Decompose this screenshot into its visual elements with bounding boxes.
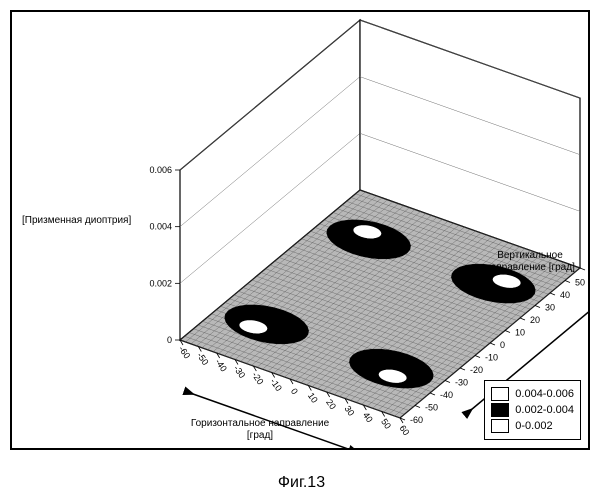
svg-text:10: 10 <box>306 391 320 405</box>
svg-text:10: 10 <box>515 328 525 338</box>
svg-text:-60: -60 <box>177 344 193 360</box>
svg-text:-20: -20 <box>470 365 483 375</box>
svg-text:20: 20 <box>324 397 338 411</box>
y-axis-label-text: Вертикальное направление [град] <box>485 250 575 273</box>
svg-text:50: 50 <box>379 417 393 431</box>
svg-text:40: 40 <box>560 290 570 300</box>
y-axis-label: Вертикальное направление [град] <box>480 250 580 274</box>
svg-text:0: 0 <box>500 340 505 350</box>
x-axis-label: Горизонтальное направление [град] <box>190 418 330 442</box>
svg-text:30: 30 <box>342 404 356 418</box>
svg-text:0: 0 <box>289 386 300 396</box>
svg-text:0.002: 0.002 <box>149 278 172 288</box>
svg-text:-30: -30 <box>232 364 248 380</box>
svg-text:-30: -30 <box>455 378 468 388</box>
legend-item: 0.002-0.004 <box>491 403 574 417</box>
legend-item: 0-0.002 <box>491 419 574 433</box>
legend-item: 0.004-0.006 <box>491 387 574 401</box>
figure-caption: Фиг.13 <box>0 474 603 492</box>
svg-text:-50: -50 <box>425 403 438 413</box>
legend-label: 0.004-0.006 <box>515 388 574 400</box>
svg-text:0.006: 0.006 <box>149 165 172 175</box>
legend-label: 0.002-0.004 <box>515 404 574 416</box>
svg-text:-20: -20 <box>250 370 266 386</box>
svg-text:20: 20 <box>530 315 540 325</box>
figure-caption-text: Фиг.13 <box>278 474 325 491</box>
legend: 0.004-0.006 0.002-0.004 0-0.002 <box>484 380 581 440</box>
svg-text:-10: -10 <box>485 353 498 363</box>
legend-swatch <box>491 419 509 433</box>
svg-text:-10: -10 <box>268 377 284 393</box>
z-axis-label-text: [Призменная диоптрия] <box>22 215 131 226</box>
svg-text:-50: -50 <box>195 351 211 367</box>
x-axis-label-text: Горизонтальное направление [град] <box>191 418 329 441</box>
svg-text:40: 40 <box>361 410 375 424</box>
svg-text:30: 30 <box>545 303 555 313</box>
z-axis-label: [Призменная диоптрия] <box>22 215 131 227</box>
legend-label: 0-0.002 <box>515 420 552 432</box>
legend-swatch <box>491 387 509 401</box>
legend-swatch <box>491 403 509 417</box>
svg-text:0: 0 <box>167 335 172 345</box>
svg-text:-40: -40 <box>440 390 453 400</box>
svg-text:-60: -60 <box>410 415 423 425</box>
svg-text:60: 60 <box>397 423 411 437</box>
svg-text:50: 50 <box>575 278 585 288</box>
svg-text:-40: -40 <box>213 357 229 373</box>
svg-text:0.004: 0.004 <box>149 222 172 232</box>
